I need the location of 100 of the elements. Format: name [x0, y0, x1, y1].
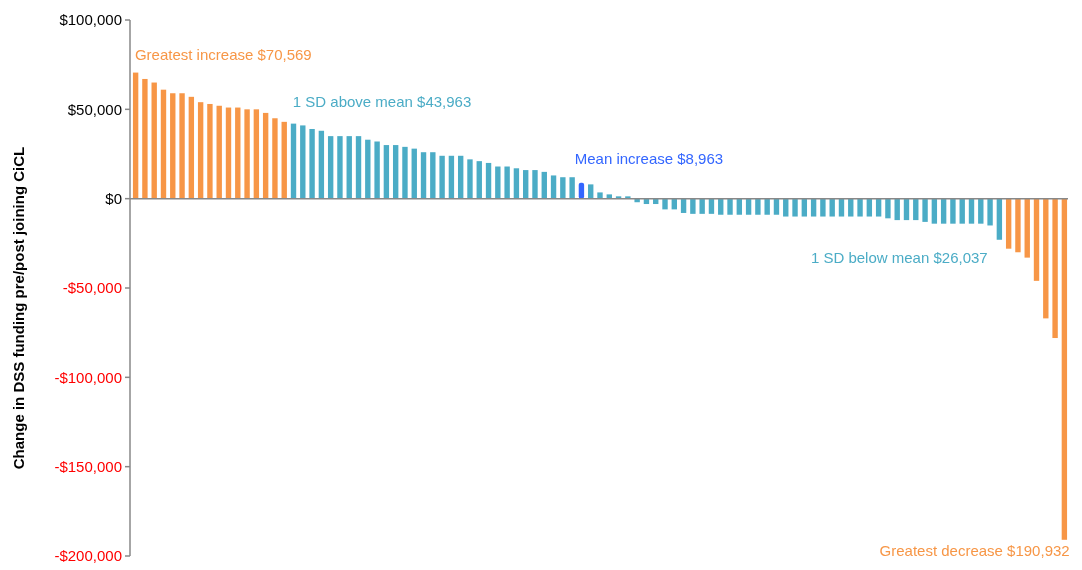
bar [634, 198, 640, 203]
bar [327, 136, 334, 199]
bar [290, 123, 297, 199]
bar [922, 198, 928, 222]
bar [225, 107, 232, 199]
bar [513, 168, 520, 199]
bar [838, 198, 845, 217]
bar [931, 198, 938, 224]
bar [457, 155, 464, 199]
bar [792, 198, 798, 217]
bar [662, 198, 668, 210]
bar [170, 93, 176, 199]
bar [755, 198, 761, 215]
bar [550, 175, 557, 199]
bar [1005, 198, 1012, 249]
bar [132, 72, 139, 199]
bar [420, 152, 427, 199]
bar [355, 136, 362, 199]
bar [968, 198, 975, 224]
bar [151, 82, 157, 199]
bar [857, 198, 863, 217]
bar [207, 103, 213, 199]
bar [718, 198, 724, 215]
bar [216, 105, 222, 199]
annotation: Greatest increase $70,569 [134, 46, 312, 63]
bar [1015, 198, 1021, 253]
y-tick-label: -$50,000 [62, 279, 122, 297]
bar [142, 78, 148, 199]
bar [504, 166, 510, 199]
bar [365, 139, 371, 199]
bar [374, 141, 380, 199]
bar [560, 177, 566, 199]
bar [1024, 198, 1030, 258]
bar [699, 198, 705, 214]
y-axis-title: Change in DSS funding pre/post joining CiCL [10, 146, 27, 470]
bar [588, 184, 594, 199]
bar [532, 170, 538, 199]
bar [773, 198, 780, 215]
bar [866, 198, 873, 217]
bar [318, 130, 325, 199]
bar [244, 109, 250, 199]
bar [597, 192, 603, 199]
bar [281, 121, 287, 199]
bar [197, 102, 204, 199]
annotation: Mean increase $8,963 [574, 150, 724, 167]
bar [439, 155, 445, 199]
bar [764, 198, 770, 215]
bar [783, 198, 789, 217]
bar [875, 198, 882, 217]
bar [950, 198, 956, 224]
y-tick-label: $0 [105, 189, 122, 207]
y-tick-label: -$150,000 [54, 457, 122, 475]
bar [272, 118, 278, 199]
bar [346, 136, 352, 199]
bar [690, 198, 696, 214]
bar [820, 198, 826, 217]
bar [801, 198, 808, 217]
bar [708, 198, 715, 214]
bar [978, 198, 984, 224]
bar [179, 93, 185, 199]
bar [476, 161, 482, 199]
bar [727, 198, 733, 215]
bar [160, 89, 167, 199]
bar [541, 171, 547, 199]
bar [810, 198, 817, 217]
bar [885, 198, 891, 219]
bar [392, 145, 399, 199]
bar [300, 125, 306, 199]
y-tick-label: -$100,000 [54, 368, 122, 386]
y-tick-label: $50,000 [67, 100, 122, 118]
bar [736, 198, 743, 215]
bar [913, 198, 919, 221]
bar [467, 159, 473, 199]
bar [1061, 198, 1068, 540]
bar [253, 109, 260, 199]
bar [262, 112, 269, 199]
annotation: Greatest decrease $190,932 [879, 542, 1070, 559]
bar [309, 128, 315, 199]
bar [523, 170, 529, 199]
bar [848, 198, 854, 217]
y-tick-label: $100,000 [59, 11, 122, 29]
bar [448, 155, 455, 199]
annotation: 1 SD below mean $26,037 [810, 249, 988, 266]
bar [940, 198, 947, 224]
bar [402, 146, 408, 199]
bar [1052, 198, 1058, 339]
bar [894, 198, 900, 221]
bar [625, 196, 631, 199]
bar [829, 198, 835, 217]
bar [188, 96, 195, 199]
bar [485, 162, 492, 199]
y-tick-label: -$200,000 [54, 547, 122, 565]
bar [1033, 198, 1040, 281]
bar [411, 148, 417, 199]
bar [495, 166, 501, 199]
bar [987, 198, 993, 226]
annotation: 1 SD above mean $43,963 [292, 93, 472, 110]
bar [235, 107, 241, 199]
bar [383, 145, 390, 199]
bar [1043, 198, 1049, 319]
